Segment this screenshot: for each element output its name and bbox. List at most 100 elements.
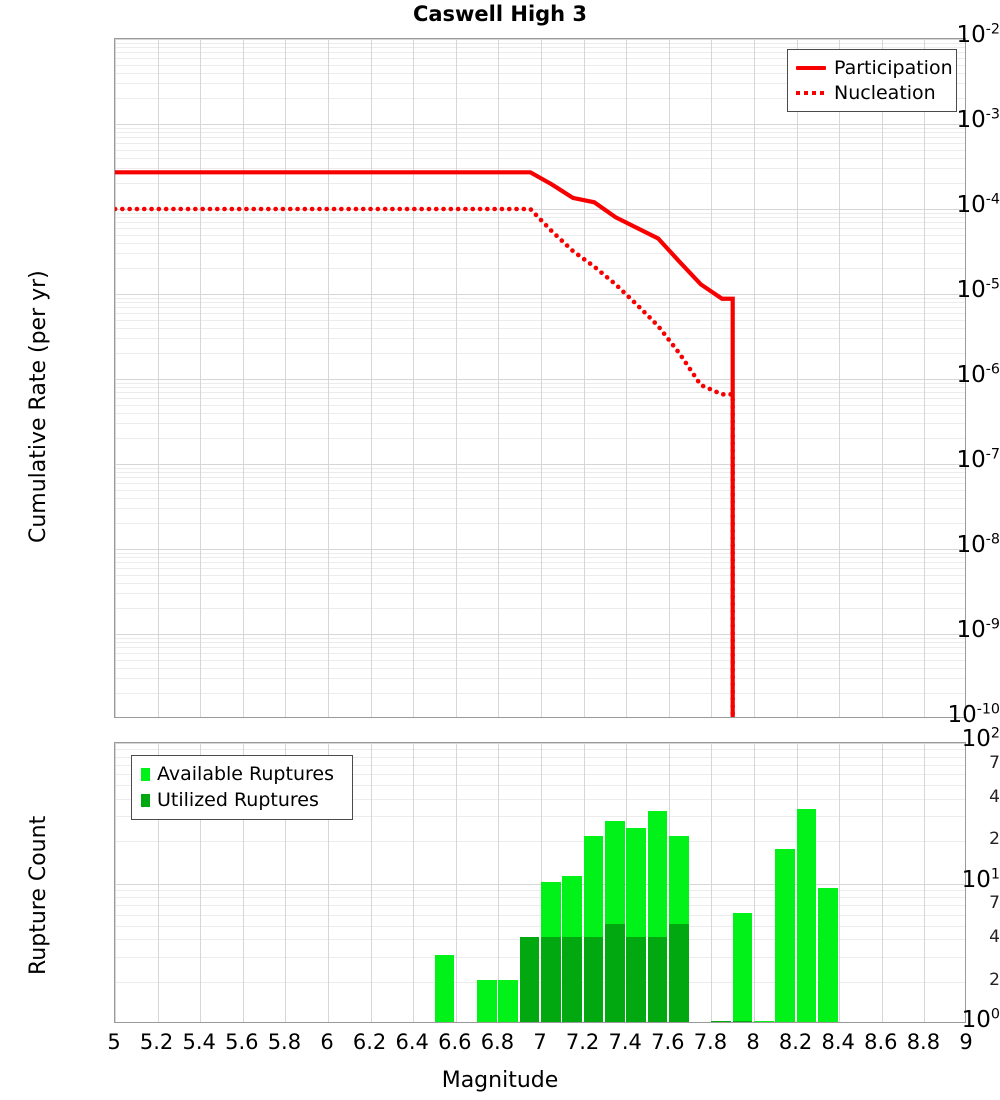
dotted-line-icon — [796, 90, 830, 95]
gridline — [839, 743, 840, 1022]
gridline — [669, 743, 670, 1022]
x-tick-label: 7 — [533, 1030, 547, 1054]
dark-green-swatch-icon — [140, 793, 154, 807]
x-tick-label: 8 — [746, 1030, 760, 1054]
x-tick-label: 5.8 — [267, 1030, 302, 1054]
legend-item-participation: Participation — [796, 55, 953, 80]
y-minor-tick-label: 7 — [989, 893, 1000, 914]
bar-available — [647, 810, 668, 1022]
gridline — [115, 883, 965, 885]
bar-available — [541, 881, 561, 1022]
x-tick-label: 5.4 — [182, 1030, 216, 1054]
page-title: Caswell High 3 — [412, 2, 588, 26]
x-axis-label: Magnitude — [441, 1068, 559, 1093]
bar-available — [668, 836, 689, 1022]
gridline — [115, 905, 965, 907]
x-tick-label: 7.4 — [608, 1030, 642, 1054]
x-tick-label: 6 — [320, 1030, 334, 1054]
bar-utilized — [562, 937, 583, 1022]
gridline — [584, 743, 585, 1022]
y-tick-label: 10-4 — [956, 191, 1000, 218]
gridline — [115, 914, 965, 916]
x-tick-label: 5 — [107, 1030, 121, 1054]
gridline — [115, 925, 965, 927]
x-tick-label: 7.6 — [651, 1030, 685, 1054]
gridline — [456, 743, 457, 1022]
bar-available — [562, 875, 583, 1022]
legend-item-utilized-ruptures: Utilized Ruptures — [140, 787, 343, 813]
bar-utilized — [668, 923, 689, 1022]
legend-label: Utilized Ruptures — [157, 789, 319, 811]
gridline — [797, 743, 798, 1022]
y-minor-tick-label: 7 — [989, 752, 1000, 773]
gridline — [115, 956, 965, 958]
gridline — [115, 889, 965, 891]
green-swatch-icon — [140, 767, 154, 781]
curve-nucleation — [115, 206, 736, 717]
y-tick-label: 10-3 — [956, 106, 1000, 133]
gridline — [115, 897, 965, 899]
bottom-panel-legend: Available Ruptures Utilized Ruptures — [131, 755, 353, 820]
x-tick-label: 7.2 — [565, 1030, 600, 1054]
x-tick-label: 6.2 — [352, 1030, 387, 1054]
x-tick-label: 5.6 — [225, 1030, 259, 1054]
gridline — [754, 743, 755, 1022]
bar-utilized — [541, 937, 561, 1022]
bar-available — [434, 954, 455, 1022]
y-tick-label: 100 — [961, 1006, 1000, 1033]
top-panel-legend: Participation Nucleation — [787, 49, 957, 112]
gridline — [498, 743, 499, 1022]
bar-utilized — [647, 937, 668, 1022]
y-tick-label: 10-7 — [956, 446, 1000, 473]
bar-utilized — [732, 1020, 753, 1022]
bar-available — [519, 937, 540, 1022]
bar-utilized — [604, 923, 625, 1022]
y-minor-tick-label: 4 — [989, 927, 1000, 948]
legend-label: Participation — [834, 56, 953, 79]
y-tick-label: 10-8 — [956, 531, 1000, 558]
gridline — [115, 841, 965, 843]
bar-available — [775, 849, 796, 1022]
gridline — [115, 749, 965, 751]
x-tick-label: 8.8 — [906, 1030, 941, 1054]
bar-available — [626, 828, 646, 1022]
x-tick-label: 6.8 — [480, 1030, 515, 1054]
legend-item-nucleation: Nucleation — [796, 80, 947, 105]
bar-available — [477, 979, 497, 1022]
legend-label: Available Ruptures — [157, 763, 334, 785]
x-tick-label: 9 — [959, 1030, 973, 1054]
bar-available — [754, 1020, 774, 1022]
mfd-curves — [115, 170, 736, 717]
bar-utilized — [519, 937, 540, 1022]
x-tick-label: 5.2 — [139, 1030, 174, 1054]
bar-available — [604, 820, 625, 1022]
bar-utilized — [711, 1020, 732, 1022]
gridline — [115, 939, 965, 941]
gridline — [711, 743, 712, 1022]
x-tick-label: 8.6 — [864, 1030, 898, 1054]
curve-participation — [115, 170, 735, 717]
y-tick-label: 10-6 — [956, 361, 1000, 388]
y-tick-label: 10-5 — [956, 276, 1000, 303]
legend-item-available-ruptures: Available Ruptures — [140, 761, 343, 787]
y-tick-label: 102 — [961, 725, 1000, 752]
gridline — [115, 981, 965, 983]
gridline — [541, 743, 542, 1022]
bottom-panel-y-axis-label: Rupture Count — [26, 815, 51, 975]
gridline — [413, 743, 414, 1022]
gridline — [115, 743, 965, 744]
x-tick-label: 7.8 — [693, 1030, 728, 1054]
bar-available — [732, 912, 753, 1022]
y-tick-label: 10-10 — [947, 701, 1000, 728]
cumulative-rate-plot — [114, 38, 966, 718]
y-minor-tick-label: 2 — [989, 969, 1000, 990]
y-tick-label: 10-9 — [956, 616, 1000, 643]
gridline — [626, 743, 627, 1022]
x-tick-label: 8.4 — [821, 1030, 855, 1054]
x-tick-label: 6.4 — [395, 1030, 429, 1054]
bar-available — [583, 836, 604, 1022]
x-tick-label: 8.2 — [778, 1030, 813, 1054]
bar-utilized — [583, 937, 604, 1022]
bar-available — [498, 979, 519, 1022]
